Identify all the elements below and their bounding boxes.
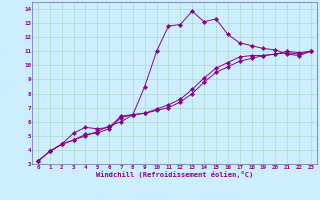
- X-axis label: Windchill (Refroidissement éolien,°C): Windchill (Refroidissement éolien,°C): [96, 171, 253, 178]
